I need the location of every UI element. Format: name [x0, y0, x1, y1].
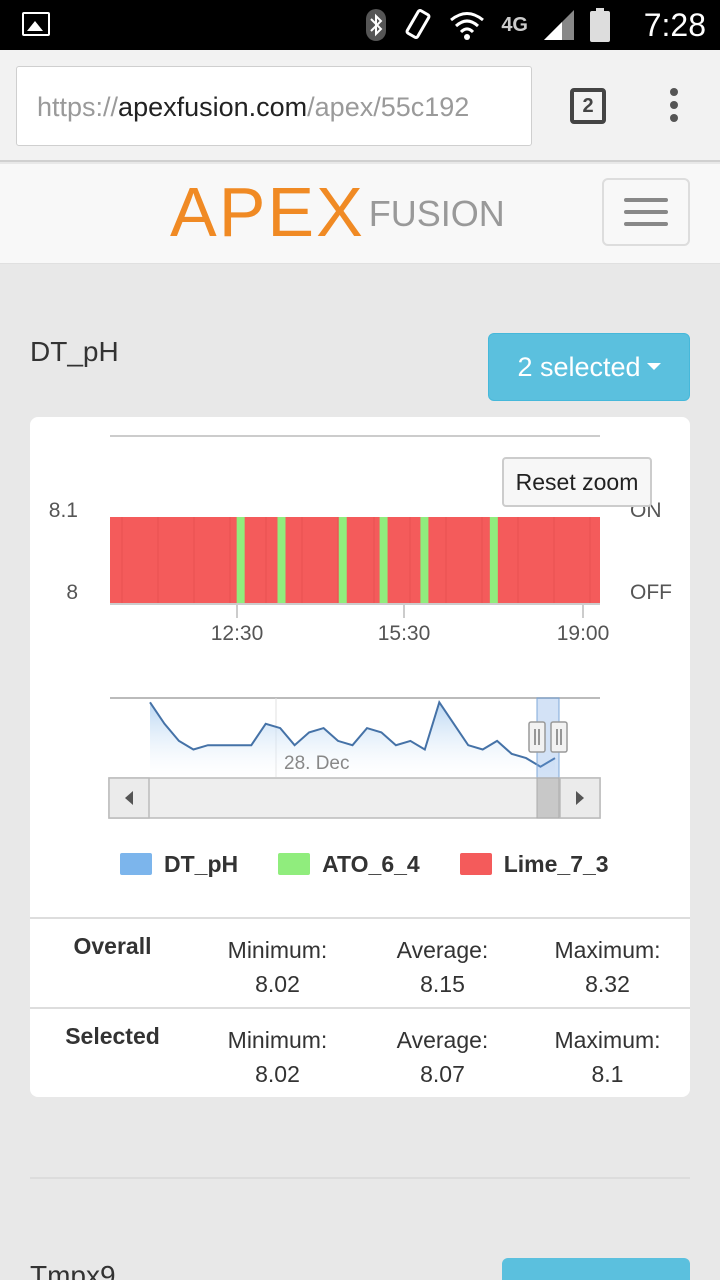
legend-label: ATO_6_4 [322, 850, 420, 877]
navigator-scrollbar-track [108, 777, 601, 819]
maximum-value: 8.1 [591, 1061, 624, 1087]
stats-row-label: Overall [73, 933, 152, 959]
ato-on-bar [277, 517, 286, 604]
caret-down-icon [646, 363, 661, 371]
reset-zoom-button[interactable]: Reset zoom [502, 457, 652, 507]
scrollbar-thumb [536, 777, 560, 819]
y-right-tick-label: OFF [630, 581, 672, 604]
minimum-value: 8.02 [255, 1061, 300, 1087]
next-series-selector-button[interactable] [502, 1258, 690, 1280]
average-value: 8.07 [420, 1061, 465, 1087]
legend-swatch [120, 853, 152, 875]
legend-swatch [278, 853, 311, 875]
browser-toolbar: https://apexfusion.com/apex/55c192 2 [0, 50, 720, 162]
stats-row-overall: Overall Minimum: 8.02 Average: 8.15 Maximu… [30, 917, 690, 1007]
legend-item[interactable]: DT_pH [120, 851, 238, 878]
maximum-label: Maximum: [554, 1027, 661, 1053]
next-section-title: Tmpx9 [30, 1260, 116, 1280]
url-domain: apexfusion.com [118, 92, 308, 122]
battery-icon [590, 8, 610, 42]
navigator-area [150, 702, 555, 777]
apex-fusion-logo[interactable]: APEX FUSION [170, 173, 505, 251]
ato-on-bar [420, 517, 429, 604]
signal-icon [544, 10, 574, 40]
url-scheme: https:// [37, 92, 119, 122]
url-path: /apex/55c192 [307, 92, 470, 122]
url-bar[interactable]: https://apexfusion.com/apex/55c192 [16, 66, 532, 146]
selected-minimum: Minimum: 8.02 [195, 1009, 360, 1097]
legend-label: DT_pH [164, 850, 239, 877]
chart-card: 8.1 8 ON OFF 12:30 15:30 19:00 28. Dec Reset zo… [30, 417, 690, 1097]
ato-on-bar [379, 517, 388, 604]
average-label: Average: [396, 937, 489, 963]
average-label: Average: [396, 1027, 489, 1053]
minimum-value: 8.02 [255, 971, 300, 997]
navigator-handle [528, 721, 546, 753]
x-axis-tick-label: 19:00 [557, 622, 610, 645]
status-icons: 4G [365, 8, 610, 42]
wifi-icon [450, 12, 485, 40]
scroll-left-arrow-icon [125, 791, 133, 805]
bluetooth-icon [366, 9, 387, 41]
maximum-value: 8.32 [585, 971, 630, 997]
stats-row-selected: Selected Minimum: 8.02 Average: 8.07 Maxim… [30, 1007, 690, 1097]
navigator-handle [550, 721, 568, 753]
minimum-label: Minimum: [227, 937, 328, 963]
legend-label: Lime_7_3 [503, 850, 609, 877]
browser-menu-icon[interactable] [666, 88, 682, 128]
hamburger-menu-button[interactable] [602, 178, 690, 246]
lime-series-band [110, 517, 600, 604]
series-selector-label: 2 selected [517, 352, 641, 382]
status-bar: 4G 7:28 [0, 0, 720, 50]
overall-minimum: Minimum: 8.02 [195, 919, 360, 1007]
series-selector-button[interactable]: 2 selected [488, 333, 690, 401]
overall-average: Average: 8.15 [360, 919, 525, 1007]
average-value: 8.15 [420, 971, 465, 997]
legend-item[interactable]: ATO_6_4 [278, 851, 420, 878]
selected-average: Average: 8.07 [360, 1009, 525, 1097]
rotate-phone-icon [405, 8, 431, 40]
stats-table: Overall Minimum: 8.02 Average: 8.15 Maximu… [30, 917, 690, 1097]
ato-on-bar [236, 517, 245, 604]
navigator-series-line [149, 700, 556, 768]
maximum-label: Maximum: [554, 937, 661, 963]
site-header: APEX FUSION [0, 164, 720, 264]
chart-legend: DT_pH ATO_6_4 Lime_7_3 [120, 849, 649, 879]
selected-maximum: Maximum: 8.1 [525, 1009, 690, 1097]
navigator-date-label: 28. Dec [284, 753, 349, 774]
legend-swatch [459, 853, 492, 875]
gallery-notification-icon [22, 12, 50, 36]
minimum-label: Minimum: [227, 1027, 328, 1053]
scroll-right-arrow-icon [576, 791, 584, 805]
x-axis-tick-label: 12:30 [211, 622, 264, 645]
x-axis-tick-label: 15:30 [378, 622, 431, 645]
ato-on-bar [489, 517, 498, 604]
ato-on-bar [338, 517, 347, 604]
legend-item[interactable]: Lime_7_3 [459, 850, 609, 878]
y-axis-tick-label: 8 [66, 581, 78, 604]
section-divider [30, 1177, 690, 1179]
stats-row-label: Selected [65, 1023, 160, 1049]
clock: 7:28 [643, 7, 706, 43]
section-title: DT_pH [30, 336, 119, 367]
logo-main: APEX [170, 173, 365, 251]
y-axis-tick-label: 8.1 [49, 499, 78, 522]
logo-sub: FUSION [368, 193, 505, 234]
overall-maximum: Maximum: 8.32 [525, 919, 690, 1007]
tab-switcher-button[interactable]: 2 [570, 88, 606, 124]
network-type-label: 4G [501, 13, 528, 36]
